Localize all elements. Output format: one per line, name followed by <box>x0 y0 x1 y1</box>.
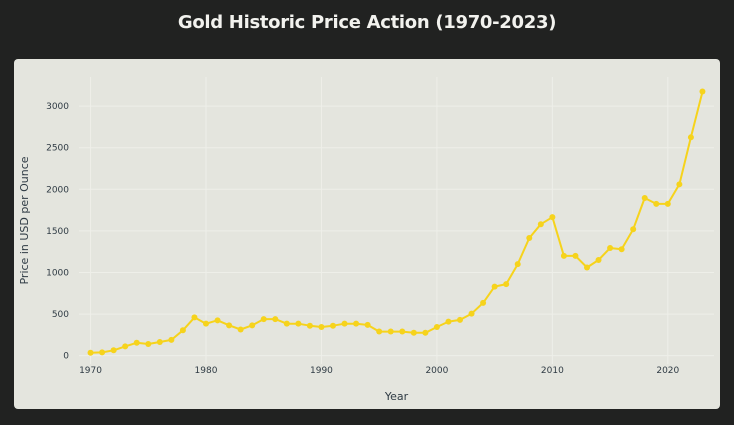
y-axis-label: Price in USD per Ounce <box>18 156 31 284</box>
data-point <box>214 317 221 324</box>
data-point <box>145 341 152 348</box>
x-tick-label: 2000 <box>425 366 448 376</box>
x-axis-ticks: 1970 1980 1990 2000 2010 2020 <box>79 366 679 376</box>
x-axis-label: Year <box>384 390 409 403</box>
data-point <box>480 299 487 306</box>
series-layer <box>87 88 706 356</box>
data-point <box>399 328 406 335</box>
data-point <box>249 322 256 329</box>
y-tick-label: 1500 <box>46 227 69 237</box>
x-tick-label: 2010 <box>541 366 564 376</box>
chart-title: Gold Historic Price Action (1970-2023) <box>177 12 557 33</box>
data-point <box>572 252 579 259</box>
chart-panel: 0 500 1000 1500 2000 2500 3000 1970 1980 1990 200… <box>14 59 720 409</box>
data-point <box>549 214 556 221</box>
y-tick-label: 2000 <box>46 185 69 195</box>
data-point <box>687 134 694 141</box>
data-point <box>168 336 175 343</box>
data-point <box>526 234 533 241</box>
data-point <box>699 88 706 95</box>
data-point <box>595 257 602 264</box>
y-tick-label: 500 <box>52 310 69 320</box>
data-point <box>607 244 614 251</box>
data-point <box>295 320 302 327</box>
x-tick-label: 1970 <box>79 366 102 376</box>
data-point <box>237 326 244 333</box>
x-tick-label: 2020 <box>656 366 679 376</box>
data-point <box>272 316 279 323</box>
data-point <box>364 321 371 328</box>
data-point <box>664 200 671 207</box>
y-tick-label: 3000 <box>46 102 69 112</box>
data-point <box>410 329 417 336</box>
data-point <box>110 347 117 354</box>
gold-price-chart: 0 500 1000 1500 2000 2500 3000 1970 1980 1990 200… <box>18 77 714 403</box>
data-point <box>387 328 394 335</box>
data-point <box>376 328 383 335</box>
data-point <box>179 327 186 334</box>
x-tick-label: 1980 <box>195 366 218 376</box>
data-point <box>122 343 129 350</box>
data-point <box>433 323 440 330</box>
data-point <box>191 314 198 321</box>
data-point <box>618 246 625 253</box>
data-point <box>641 195 648 202</box>
data-point <box>330 322 336 329</box>
data-point <box>203 320 209 327</box>
data-point <box>491 283 498 290</box>
data-point <box>306 322 313 329</box>
data-point <box>445 318 452 325</box>
grid-lines <box>79 77 714 364</box>
data-point <box>87 349 94 356</box>
data-point <box>653 200 660 207</box>
y-tick-label: 1000 <box>46 268 69 278</box>
data-point <box>514 261 521 268</box>
y-tick-label: 0 <box>63 352 69 362</box>
data-point <box>283 320 290 327</box>
data-point <box>468 310 475 317</box>
data-point <box>503 281 510 288</box>
data-point <box>318 323 325 330</box>
data-point <box>133 339 140 346</box>
data-point <box>584 264 590 271</box>
data-point <box>99 349 106 356</box>
data-point <box>226 322 233 329</box>
data-point <box>676 181 683 188</box>
data-point <box>260 316 267 323</box>
data-point <box>537 221 544 228</box>
data-point <box>630 226 637 233</box>
y-tick-label: 2500 <box>46 144 69 154</box>
data-point <box>422 329 429 336</box>
x-tick-label: 1990 <box>310 366 333 376</box>
y-axis-ticks: 0 500 1000 1500 2000 2500 3000 <box>46 102 69 362</box>
data-point <box>341 320 348 327</box>
data-point <box>560 252 567 259</box>
data-point <box>353 320 360 327</box>
data-point <box>457 316 463 323</box>
data-point <box>156 338 163 345</box>
